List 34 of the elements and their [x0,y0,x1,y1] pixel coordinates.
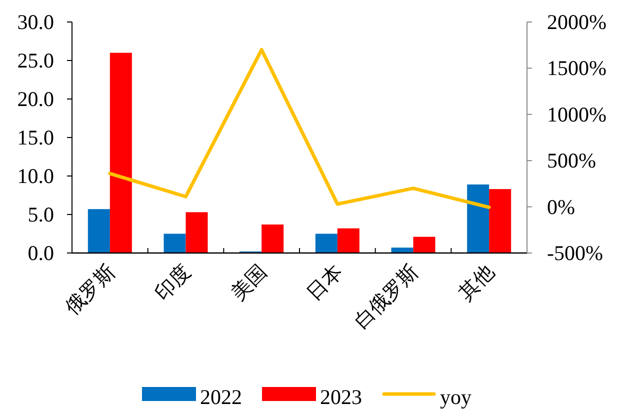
x-tick-label: 俄罗斯 [60,260,120,319]
y-tick-label: 20.0 [17,87,54,111]
y-tick-label: 0.0 [28,241,54,265]
y-tick-label: 25.0 [17,48,54,72]
y-tick-label: 15.0 [17,126,54,150]
bar [315,234,338,253]
bar [164,234,186,253]
x-tick-label: 日本 [302,260,347,305]
line-series [108,48,491,210]
legend-label: 2023 [320,385,362,409]
bar [110,52,132,253]
y2-tick-label: 2000% [547,10,606,34]
y2-tick-label: -500% [547,241,603,265]
bar [186,212,208,253]
x-tick-label: 其他 [453,260,499,305]
x-tick-label: 白俄罗斯 [349,260,423,334]
bar [467,184,490,253]
bar [262,224,284,253]
y-tick-label: 5.0 [28,202,54,226]
y2-tick-label: 500% [547,148,596,173]
x-tick-label: 美国 [226,260,272,305]
bar [489,189,512,253]
x-tick-label: 印度 [150,260,196,305]
legend-label: yoy [440,385,472,409]
bar [391,248,414,253]
y2-tick-label: 1500% [547,56,606,80]
y2-tick-label: 0% [547,194,575,219]
y-tick-label: 30.0 [17,10,54,34]
bar [337,228,360,253]
y2-tick-label: 1000% [547,102,606,126]
bar [413,236,436,253]
legend-label: 2022 [200,385,242,409]
y-tick-label: 10.0 [17,164,54,188]
bar [88,209,110,253]
